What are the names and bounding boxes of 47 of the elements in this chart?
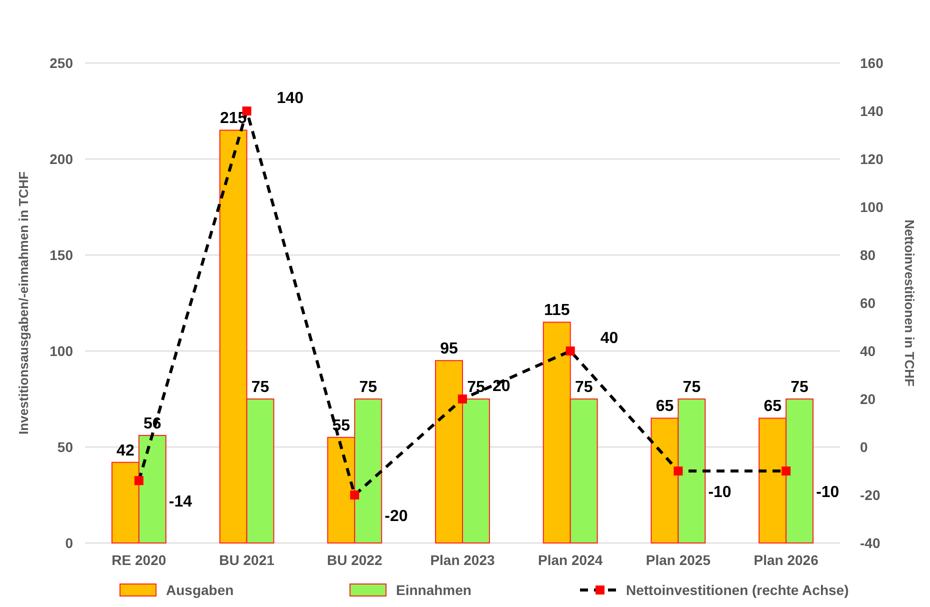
y-tick-label: 50 [57,439,74,455]
y2-axis-title: Nettoinvestitionen in TCHF [902,220,917,386]
legend-label: Einnahmen [396,582,472,598]
data-label: -10 [816,484,840,501]
y-tick-label: 100 [50,343,74,359]
x-tick-label: Plan 2025 [646,552,711,568]
y2-tick-label: 160 [860,55,884,71]
y-axis-title: Investitionsausgaben/-einnahmen in TCHF [16,171,31,434]
y2-tick-label: 40 [860,343,876,359]
data-label: 75 [682,379,701,396]
data-label: -20 [384,508,408,525]
x-tick-label: Plan 2026 [754,552,819,568]
y-tick-label: 250 [50,55,74,71]
x-tick-label: Plan 2024 [538,552,603,568]
y2-tick-label: -40 [860,535,880,551]
data-label: 65 [656,398,674,416]
data-label: 115 [544,302,570,320]
y-tick-label: 200 [50,151,74,167]
legend-label: Nettoinvestitionen (rechte Achse) [626,582,849,598]
data-label: -10 [708,484,732,501]
legend-label: Ausgaben [166,582,234,598]
data-label: 75 [359,379,378,396]
data-label: 40 [600,330,618,347]
data-label: 42 [116,442,134,460]
y-tick-label: 150 [50,247,74,263]
x-tick-label: Plan 2023 [430,552,496,568]
data-label: 140 [276,90,304,107]
y2-tick-label: 0 [860,439,868,455]
data-label: 95 [440,340,458,358]
y2-tick-label: -20 [860,487,880,503]
y2-tick-label: 20 [860,391,876,407]
y2-tick-label: 60 [860,295,876,311]
data-label: 75 [790,379,809,396]
x-tick-label: RE 2020 [112,552,166,568]
data-label: 215 [220,110,247,128]
y-tick-label: 0 [65,535,74,551]
y2-tick-label: 80 [860,247,876,263]
y2-tick-label: 120 [860,151,884,167]
data-label: 75 [251,379,270,396]
y2-tick-label: 140 [860,103,884,119]
data-label: -14 [168,494,192,511]
x-tick-label: BU 2021 [219,552,275,568]
y2-tick-label: 100 [860,199,884,215]
data-label: 75 [574,379,593,396]
data-label: 65 [764,398,782,416]
x-tick-label: BU 2022 [327,552,382,568]
data-label: 75 [467,379,485,396]
